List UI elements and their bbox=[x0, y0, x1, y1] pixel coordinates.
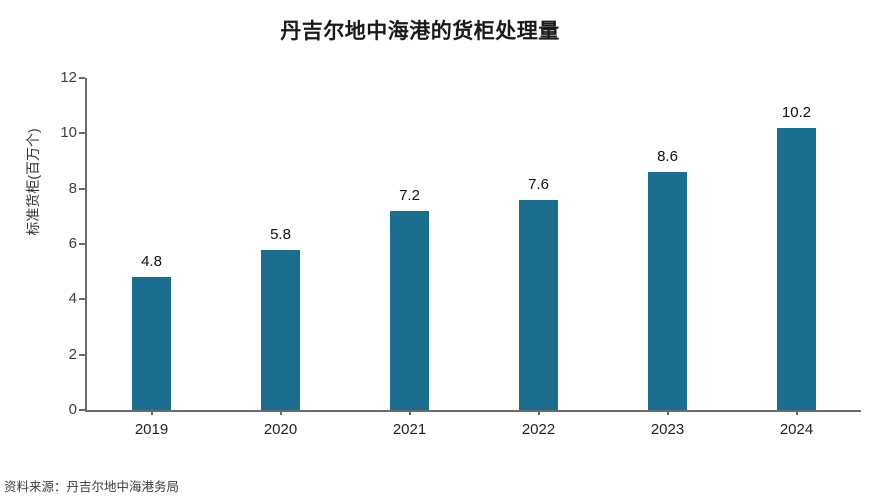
x-tick-label: 2021 bbox=[392, 421, 427, 438]
x-tick-label: 2019 bbox=[134, 421, 169, 438]
bar-value-label: 5.8 bbox=[270, 225, 291, 243]
bar-2019 bbox=[132, 277, 171, 410]
chart-title: 丹吉尔地中海港的货柜处理量 bbox=[280, 20, 560, 43]
y-tick-mark bbox=[79, 77, 85, 79]
y-tick-mark bbox=[79, 132, 85, 135]
y-tick-label: 0 bbox=[68, 401, 77, 418]
y-tick-mark bbox=[79, 187, 85, 190]
y-tick-label: 10 bbox=[60, 124, 77, 142]
y-tick-mark bbox=[79, 243, 85, 245]
x-tick-label: 2020 bbox=[263, 421, 298, 438]
plot-area: 0 2 4 6 8 10 12 4.8 5.8 7.2 7.6 8.6 10.2 2019 2020 20… bbox=[60, 69, 861, 438]
y-tick-mark bbox=[79, 298, 85, 301]
x-tick-mark bbox=[537, 410, 540, 415]
x-tick-mark bbox=[795, 410, 798, 415]
x-tick-label: 2022 bbox=[521, 421, 556, 438]
y-tick-label: 4 bbox=[68, 290, 77, 308]
source-note: 资料来源：丹吉尔地中海港务局 bbox=[4, 480, 180, 494]
x-tick-mark bbox=[408, 410, 411, 415]
x-tick-mark bbox=[279, 410, 282, 415]
y-tick-label: 8 bbox=[68, 179, 77, 197]
bar-2024 bbox=[777, 127, 816, 410]
y-tick-label: 12 bbox=[60, 69, 77, 86]
x-tick-label: 2024 bbox=[779, 421, 814, 438]
bar-value-label: 8.6 bbox=[657, 148, 678, 166]
bar-value-label: 7.6 bbox=[528, 175, 549, 193]
bar-2022 bbox=[519, 199, 558, 410]
bar-value-label: 7.2 bbox=[399, 186, 420, 204]
x-tick-label: 2023 bbox=[650, 421, 685, 438]
y-tick-label: 6 bbox=[68, 235, 77, 252]
bar-value-label: 4.8 bbox=[141, 253, 162, 271]
bar-2023 bbox=[648, 172, 687, 410]
y-tick-label: 2 bbox=[68, 345, 77, 363]
bar-2021 bbox=[390, 210, 429, 410]
y-tick-mark bbox=[79, 353, 85, 356]
x-tick-mark bbox=[666, 410, 669, 415]
x-tick-mark bbox=[150, 410, 153, 415]
y-tick-mark bbox=[79, 409, 85, 411]
bar-2020 bbox=[261, 249, 300, 410]
bar-value-label: 10.2 bbox=[781, 103, 812, 121]
